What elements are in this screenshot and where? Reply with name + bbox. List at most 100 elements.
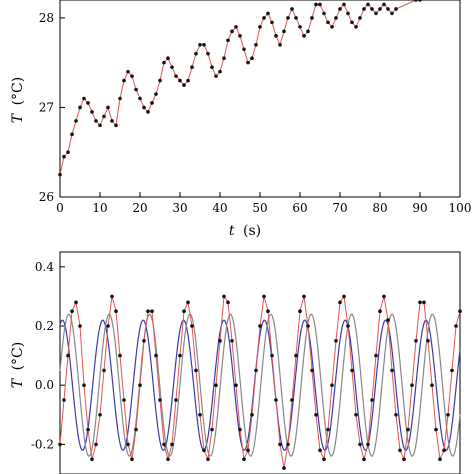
- data-point: [306, 324, 310, 328]
- data-point: [98, 413, 102, 417]
- data-point: [402, 457, 406, 462]
- data-point: [174, 398, 178, 402]
- data-point: [278, 442, 282, 447]
- data-point: [274, 34, 278, 38]
- data-point: [102, 368, 106, 373]
- data-point: [194, 368, 198, 373]
- data-point: [126, 69, 130, 74]
- data-point: [178, 353, 182, 358]
- data-point: [94, 119, 98, 123]
- data-point: [290, 398, 294, 402]
- data-point: [262, 16, 266, 20]
- data-point: [162, 442, 166, 447]
- data-point: [390, 368, 394, 373]
- data-point: [298, 309, 302, 314]
- data-point: [230, 29, 234, 34]
- data-point: [230, 339, 234, 343]
- x-tick-label: 90: [412, 201, 427, 215]
- data-point: [134, 87, 138, 92]
- data-point: [166, 56, 170, 61]
- data-point: [194, 51, 198, 56]
- data-point: [450, 368, 454, 373]
- y-axis-ticks: 0.4 0.2 0.0 -0.2: [31, 260, 65, 451]
- data-point: [242, 47, 246, 52]
- data-point: [354, 413, 358, 417]
- data-point: [398, 448, 402, 453]
- data-point: [406, 427, 410, 432]
- data-point: [94, 442, 98, 447]
- data-point: [158, 78, 162, 83]
- data-point: [78, 324, 82, 328]
- data-point: [314, 413, 318, 417]
- data-point: [106, 324, 110, 328]
- data-point: [234, 383, 238, 388]
- data-point: [190, 324, 194, 328]
- data-point: [378, 7, 382, 11]
- data-point: [106, 105, 110, 110]
- data-point: [342, 2, 346, 7]
- data-point: [86, 101, 90, 105]
- data-point: [102, 114, 106, 119]
- data-point: [346, 324, 350, 328]
- data-point: [410, 383, 414, 388]
- data-point: [202, 42, 206, 47]
- data-point: [362, 7, 366, 11]
- data-point: [130, 74, 134, 78]
- data-point: [246, 448, 250, 453]
- data-point: [242, 457, 246, 462]
- data-point: [238, 34, 242, 38]
- data-point: [338, 7, 342, 11]
- y-tick-label: 28: [39, 11, 54, 25]
- data-point: [138, 383, 142, 388]
- y-axis-ticks: 26 27 28: [39, 11, 65, 204]
- data-point: [210, 65, 214, 69]
- data-point: [282, 29, 286, 34]
- data-point: [422, 300, 426, 305]
- data-point: [386, 318, 390, 322]
- data-point: [166, 457, 170, 462]
- data-point: [310, 16, 314, 20]
- data-point: [286, 16, 290, 20]
- data-point: [426, 339, 430, 343]
- data-point: [66, 150, 70, 155]
- data-point: [122, 398, 126, 402]
- data-point: [458, 309, 462, 314]
- data-point: [374, 11, 378, 16]
- data-point: [330, 383, 334, 388]
- data-point: [226, 300, 230, 305]
- data-point: [82, 96, 86, 101]
- data-point: [366, 442, 370, 447]
- y-tick-label: -0.2: [31, 437, 54, 451]
- data-point: [198, 413, 202, 417]
- data-point: [294, 353, 298, 358]
- data-point: [318, 2, 322, 7]
- x-tick-label: 50: [252, 201, 267, 215]
- data-point: [366, 2, 370, 7]
- y-tick-label: 27: [39, 100, 54, 114]
- data-point: [146, 110, 150, 114]
- data-point: [302, 294, 306, 299]
- data-point: [58, 442, 62, 447]
- data-point: [162, 60, 166, 65]
- data-point: [86, 427, 90, 432]
- data-point: [74, 119, 78, 123]
- data-point: [74, 300, 78, 305]
- data-point: [186, 300, 190, 305]
- data-point: [78, 105, 82, 110]
- x-tick-label: 60: [292, 201, 307, 215]
- data-point: [90, 110, 94, 114]
- x-tick-label: 10: [92, 201, 107, 215]
- data-point: [186, 78, 190, 83]
- data-point: [214, 74, 218, 78]
- data-point: [218, 69, 222, 74]
- data-point: [214, 383, 218, 388]
- data-point: [418, 300, 422, 305]
- data-point: [350, 20, 354, 25]
- data-point: [202, 448, 206, 453]
- data-point: [318, 448, 322, 453]
- data-point: [222, 294, 226, 299]
- data-point: [234, 25, 238, 29]
- data-point: [354, 25, 358, 29]
- data-point: [442, 448, 446, 453]
